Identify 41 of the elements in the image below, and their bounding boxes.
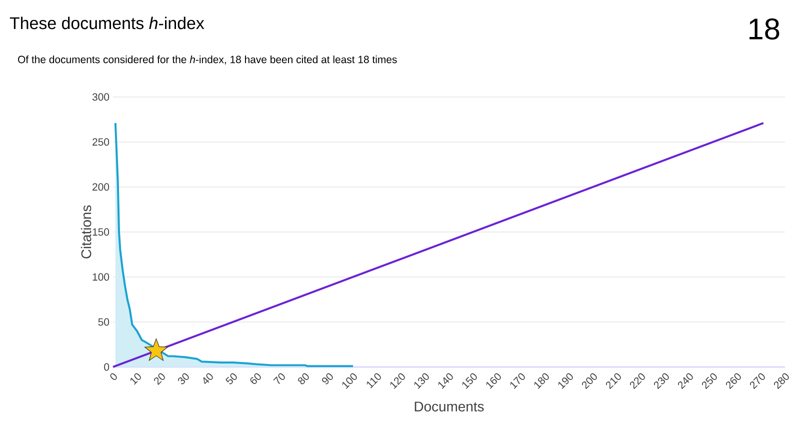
- x-tick-label: 70: [273, 373, 285, 384]
- x-tick-label: 250: [702, 373, 717, 390]
- x-tick-label: 230: [654, 373, 669, 390]
- x-axis-title: Documents: [414, 402, 484, 412]
- x-tick-label: 10: [130, 373, 141, 385]
- x-tick-label: 270: [750, 373, 765, 390]
- x-tick-label: 170: [510, 373, 525, 389]
- chart-title: These documents h-index: [10, 16, 204, 30]
- x-tick-label: 50: [225, 373, 237, 384]
- x-tick-label: 0: [110, 373, 117, 380]
- x-tick-label: 220: [630, 373, 645, 390]
- x-tick-label: 90: [322, 373, 333, 384]
- x-tick-label: 30: [178, 373, 189, 384]
- y-tick-label: 250: [92, 138, 110, 146]
- y-tick-label: 100: [92, 273, 110, 281]
- y-tick-label: 300: [92, 93, 110, 101]
- x-tick-label: 200: [582, 373, 597, 390]
- x-tick-label: 130: [414, 373, 429, 389]
- text: 18: [750, 18, 780, 40]
- x-tick-label: 20: [154, 373, 165, 385]
- x-tick-label: 160: [486, 373, 501, 389]
- x-tick-label: 60: [250, 373, 261, 384]
- x-tick-label: 210: [606, 373, 621, 390]
- x-tick-label: 280: [774, 373, 789, 390]
- chart-subtitle: Of the documents considered for the h-index, 18 have been cited at least 18 times: [18, 56, 397, 64]
- x-tick-label: 150: [462, 373, 477, 389]
- x-tick-label: 180: [534, 373, 549, 389]
- y-tick-label: 50: [98, 318, 110, 326]
- x-tick-label: 190: [558, 373, 573, 389]
- x-tick-label: 80: [298, 373, 309, 384]
- x-tick-label: 40: [203, 373, 213, 384]
- y-axis-title: Citations: [80, 205, 92, 258]
- x-tick-label: 140: [438, 373, 453, 389]
- x-tick-label: 110: [366, 373, 381, 388]
- y-tick-label: 0: [104, 363, 110, 371]
- x-tick-label: 240: [678, 373, 693, 390]
- x-tick-label: 120: [390, 373, 405, 389]
- y-tick-label: 200: [92, 183, 110, 191]
- y-tick-label: 150: [92, 228, 110, 236]
- x-tick-label: 100: [342, 373, 357, 389]
- x-tick-label: 260: [726, 373, 741, 390]
